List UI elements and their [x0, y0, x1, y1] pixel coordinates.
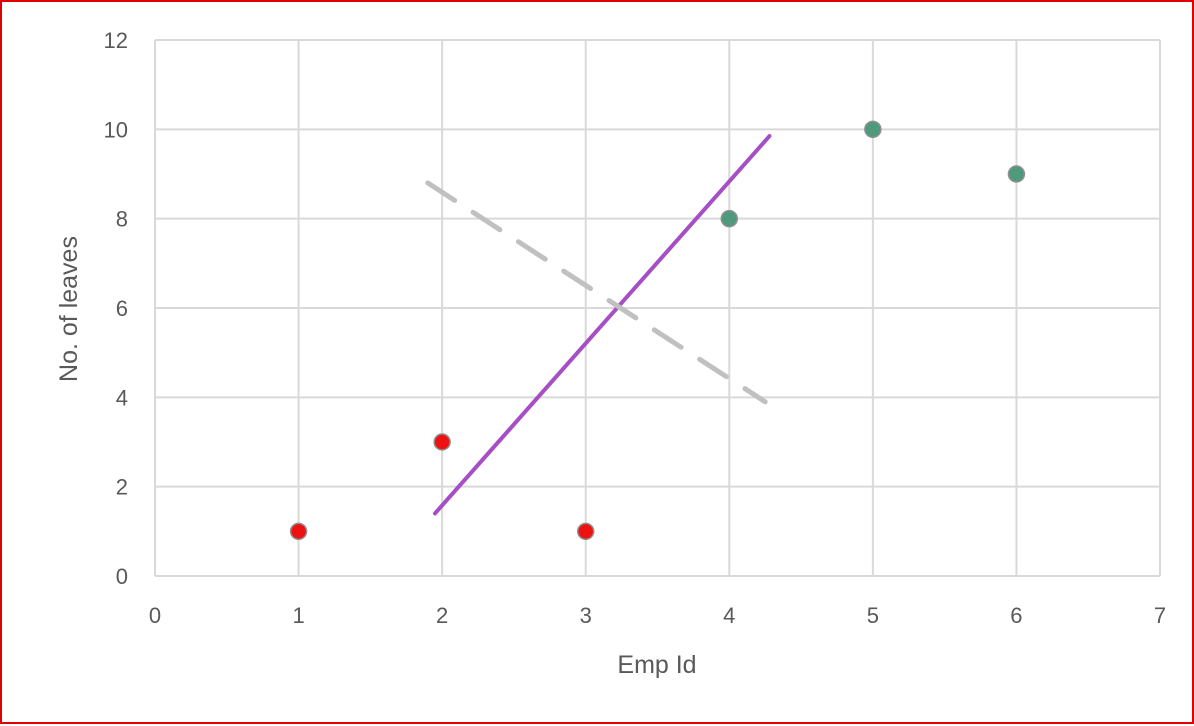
data-point — [864, 120, 882, 139]
x-tick-label: 7 — [1154, 603, 1166, 628]
dashed-trend-line — [425, 180, 768, 405]
x-tick-label: 5 — [867, 603, 879, 628]
trend-line — [432, 134, 772, 516]
y-tick-label: 8 — [116, 207, 128, 232]
y-tick-label: 12 — [104, 28, 128, 53]
x-tick-label: 6 — [1010, 603, 1022, 628]
plot-area — [289, 120, 1026, 541]
y-tick-label: 4 — [116, 385, 128, 410]
x-tick-label: 3 — [580, 603, 592, 628]
x-tick-label: 0 — [149, 603, 161, 628]
y-tick-label: 6 — [116, 296, 128, 321]
data-point — [433, 433, 451, 451]
y-axis-title: No. of leaves — [55, 236, 83, 382]
data-point — [289, 522, 308, 541]
data-point — [720, 209, 739, 228]
data-point — [1007, 165, 1026, 183]
y-tick-label: 2 — [116, 475, 128, 500]
grid-lines — [154, 39, 1161, 577]
x-tick-label: 2 — [436, 603, 448, 628]
x-tick-label: 1 — [292, 603, 304, 628]
x-tick-label: 4 — [723, 603, 735, 628]
data-point — [576, 522, 595, 541]
y-tick-label: 10 — [104, 117, 128, 142]
y-tick-label: 0 — [116, 564, 128, 589]
x-axis-title: Emp Id — [617, 651, 696, 679]
